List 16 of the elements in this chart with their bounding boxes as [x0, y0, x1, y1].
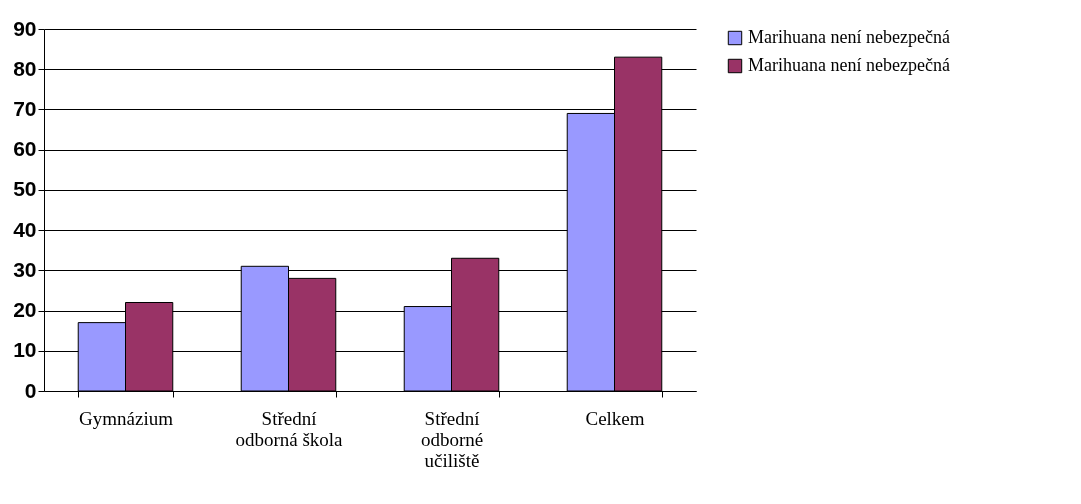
y-tick-label: 10 [13, 338, 37, 362]
y-tick-label: 80 [13, 56, 37, 80]
x-tick-label: Gymnázium [79, 407, 174, 429]
x-tick-label: Celkem [585, 407, 645, 429]
y-tick-label: 90 [13, 16, 37, 40]
y-tick-label: 30 [13, 257, 37, 281]
x-tick-label: Střední odborná škola [235, 407, 344, 450]
y-tick-label: 50 [13, 177, 37, 201]
legend-label: Marihuana není nebezpečná [748, 27, 950, 47]
x-tick-label: Střední odborné učiliště [420, 407, 484, 471]
y-tick-label: 70 [13, 96, 37, 120]
y-tick-label: 20 [13, 298, 37, 322]
legend-label: Marihuana není nebezpečná [748, 55, 950, 75]
y-tick-label: 40 [13, 217, 37, 241]
y-tick-label: 0 [24, 378, 37, 402]
y-tick-label: 60 [13, 137, 37, 161]
